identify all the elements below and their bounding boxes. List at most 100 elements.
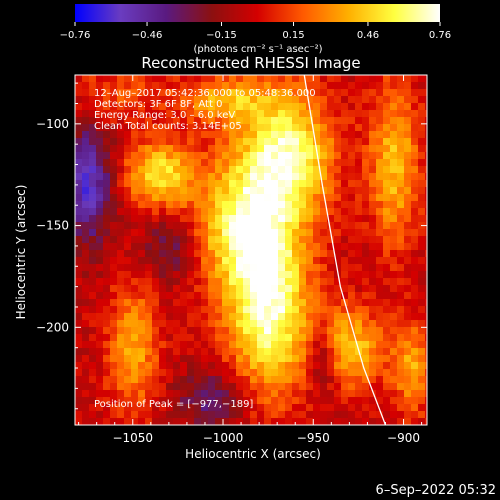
heatmap-cell [257, 145, 265, 153]
heatmap-cell [124, 159, 132, 167]
heatmap-cell [341, 418, 349, 425]
heatmap-cell [369, 208, 377, 216]
heatmap-cell [327, 180, 335, 188]
heatmap-cell [278, 320, 286, 328]
heatmap-cell [89, 194, 97, 202]
heatmap-cell [334, 82, 342, 90]
heatmap-cell [292, 257, 300, 265]
heatmap-cell [292, 117, 300, 125]
heatmap-cell [124, 152, 132, 160]
heatmap-cell [264, 152, 272, 160]
heatmap-cell [138, 285, 146, 293]
heatmap-cell [194, 341, 202, 349]
heatmap-cell [173, 278, 181, 286]
heatmap-cell [257, 166, 265, 174]
heatmap-cell [103, 271, 111, 279]
heatmap-cell [341, 103, 349, 111]
heatmap-cell [285, 404, 293, 412]
heatmap-cell [152, 313, 160, 321]
heatmap-cell [131, 411, 139, 419]
heatmap-cell [411, 278, 419, 286]
heatmap-cell [138, 222, 146, 230]
heatmap-cell [320, 264, 328, 272]
heatmap-cell [75, 285, 83, 293]
heatmap-cell [208, 117, 216, 125]
heatmap-cell [313, 208, 321, 216]
heatmap-cell [166, 124, 174, 132]
heatmap-cell [180, 152, 188, 160]
heatmap-cell [243, 222, 251, 230]
heatmap-cell [194, 166, 202, 174]
heatmap-cell [348, 285, 356, 293]
heatmap-cell [145, 369, 153, 377]
heatmap-cell [159, 285, 167, 293]
heatmap-cell [369, 117, 377, 125]
heatmap-cell [313, 404, 321, 412]
heatmap-cell [194, 348, 202, 356]
heatmap-cell [201, 124, 209, 132]
heatmap-cell [180, 320, 188, 328]
heatmap-cell [131, 250, 139, 258]
heatmap-cell [180, 383, 188, 391]
heatmap-cell [145, 124, 153, 132]
heatmap-cell [306, 341, 314, 349]
heatmap-cell [201, 194, 209, 202]
heatmap-cell [411, 362, 419, 370]
heatmap-cell [131, 236, 139, 244]
heatmap-cell [411, 383, 419, 391]
heatmap-cell [362, 89, 370, 97]
heatmap-cell [124, 306, 132, 314]
heatmap-cell [299, 236, 307, 244]
heatmap-cell [327, 362, 335, 370]
heatmap-cell [145, 187, 153, 195]
heatmap-cell [229, 138, 237, 146]
y-tick-label: −200 [36, 320, 69, 334]
heatmap-cell [236, 187, 244, 195]
heatmap-cell [271, 89, 279, 97]
heatmap-cell [173, 243, 181, 251]
heatmap-cell [348, 215, 356, 223]
heatmap-cell [82, 341, 90, 349]
heatmap-cell [82, 138, 90, 146]
heatmap-cell [355, 271, 363, 279]
heatmap-cell [362, 236, 370, 244]
colorbar-tick-label: 0.15 [282, 30, 304, 41]
heatmap-cell [96, 320, 104, 328]
heatmap-cell [292, 201, 300, 209]
heatmap-cell [173, 89, 181, 97]
heatmap-cell [299, 152, 307, 160]
heatmap-cell [173, 285, 181, 293]
heatmap-cell [341, 250, 349, 258]
heatmap-cell [313, 313, 321, 321]
heatmap-cell [222, 362, 230, 370]
heatmap-cell [383, 215, 391, 223]
heatmap-cell [173, 138, 181, 146]
heatmap-cell [250, 236, 258, 244]
heatmap-cell [383, 341, 391, 349]
heatmap-cell [320, 257, 328, 265]
heatmap-cell [355, 131, 363, 139]
heatmap-cell [201, 341, 209, 349]
heatmap-cell [271, 390, 279, 398]
heatmap-cell [131, 341, 139, 349]
heatmap-cell [124, 278, 132, 286]
heatmap-cell [397, 271, 405, 279]
heatmap-cell [285, 138, 293, 146]
heatmap-cell [229, 229, 237, 237]
heatmap-cell [96, 369, 104, 377]
heatmap-cell [208, 201, 216, 209]
heatmap-cell [271, 383, 279, 391]
heatmap-cell [82, 271, 90, 279]
heatmap-cell [243, 369, 251, 377]
heatmap-cell [124, 138, 132, 146]
heatmap-cell [229, 369, 237, 377]
heatmap-cell [250, 264, 258, 272]
heatmap-cell [75, 313, 83, 321]
heatmap-cell [313, 159, 321, 167]
heatmap-cell [292, 278, 300, 286]
heatmap-cell [89, 292, 97, 300]
heatmap-cell [355, 89, 363, 97]
heatmap-cell [341, 404, 349, 412]
heatmap-cell [173, 215, 181, 223]
heatmap-cell [327, 222, 335, 230]
